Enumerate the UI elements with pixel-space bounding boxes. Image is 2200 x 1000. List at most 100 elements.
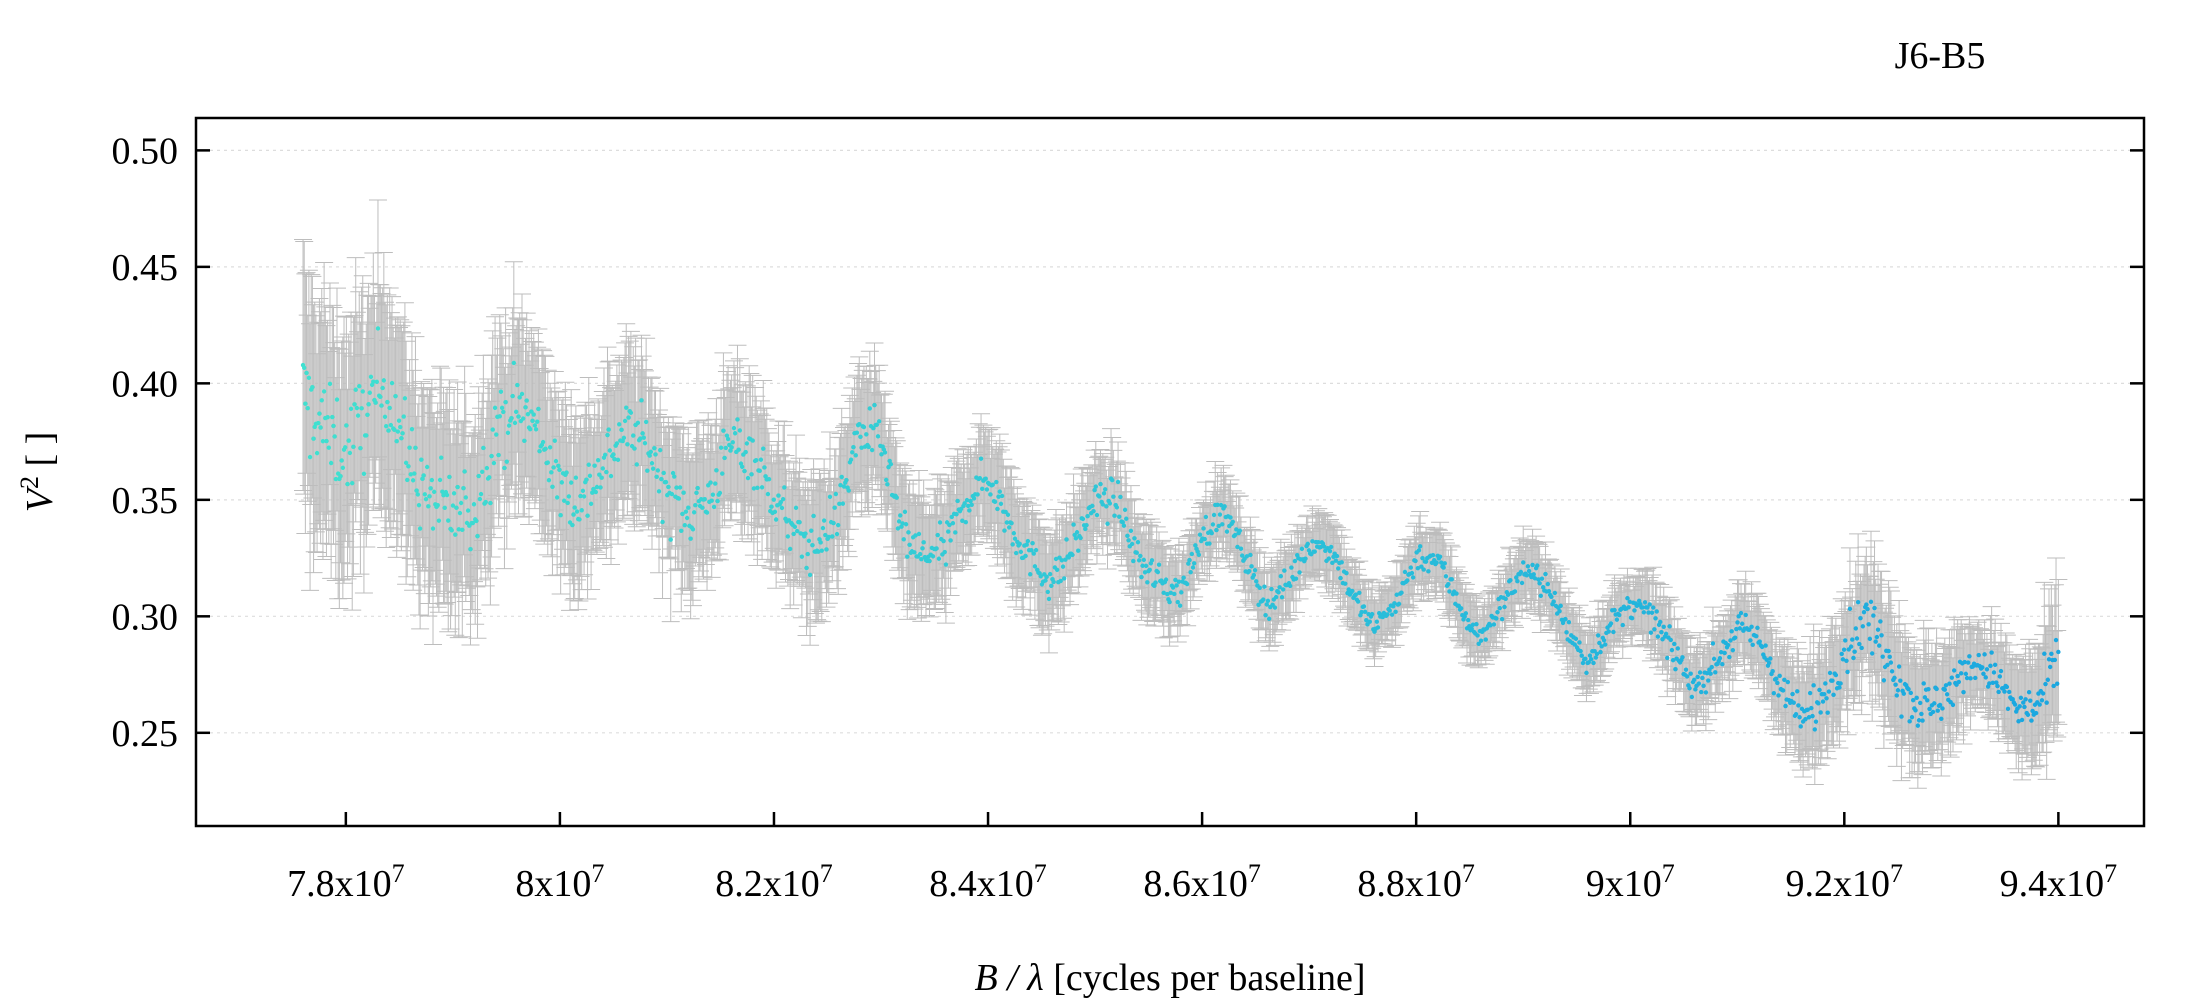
data-point bbox=[502, 465, 507, 471]
data-point bbox=[700, 505, 705, 510]
data-point bbox=[872, 402, 877, 408]
data-point bbox=[804, 565, 809, 571]
data-point bbox=[471, 502, 477, 507]
data-point bbox=[475, 533, 480, 539]
data-point bbox=[779, 505, 785, 511]
data-point bbox=[792, 524, 798, 530]
data-point bbox=[545, 460, 550, 465]
data-point bbox=[785, 534, 791, 539]
data-point bbox=[653, 452, 658, 457]
data-point bbox=[413, 445, 418, 451]
data-point bbox=[535, 419, 540, 424]
data-point bbox=[846, 488, 851, 493]
data-point bbox=[715, 498, 720, 504]
data-point bbox=[559, 480, 565, 485]
data-point bbox=[564, 470, 569, 475]
data-point bbox=[492, 405, 498, 411]
data-point bbox=[324, 438, 329, 444]
data-point bbox=[820, 525, 826, 531]
data-point bbox=[509, 415, 514, 421]
data-point bbox=[750, 438, 755, 443]
data-point bbox=[392, 427, 397, 433]
data-point bbox=[725, 436, 731, 442]
data-point bbox=[307, 454, 313, 460]
data-point bbox=[749, 472, 754, 477]
data-point bbox=[826, 534, 832, 540]
data-point bbox=[628, 410, 634, 415]
data-point bbox=[365, 412, 370, 418]
data-point bbox=[339, 458, 344, 463]
data-point bbox=[708, 480, 713, 485]
data-point bbox=[379, 403, 384, 408]
data-point bbox=[607, 448, 613, 453]
data-point bbox=[325, 415, 330, 420]
data-point bbox=[357, 384, 362, 389]
data-point bbox=[351, 444, 356, 450]
data-point bbox=[331, 423, 336, 429]
data-point bbox=[317, 411, 322, 416]
data-point bbox=[574, 509, 580, 514]
data-point bbox=[523, 405, 528, 410]
data-point bbox=[568, 480, 574, 485]
data-point bbox=[422, 492, 428, 497]
data-point bbox=[566, 494, 572, 499]
data-point bbox=[830, 534, 835, 539]
data-point bbox=[441, 493, 446, 498]
data-point bbox=[552, 438, 557, 443]
data-point bbox=[769, 504, 774, 509]
data-point bbox=[359, 406, 364, 411]
data-point bbox=[709, 498, 714, 503]
data-point bbox=[717, 490, 723, 496]
data-point bbox=[797, 520, 802, 525]
data-point bbox=[869, 447, 875, 453]
data-point bbox=[366, 402, 371, 407]
data-point bbox=[456, 527, 461, 532]
data-point bbox=[403, 460, 409, 465]
data-point bbox=[522, 438, 527, 443]
data-point bbox=[561, 498, 567, 503]
data-point bbox=[761, 446, 766, 451]
data-point bbox=[529, 409, 534, 414]
data-point bbox=[751, 486, 757, 491]
data-point bbox=[676, 496, 682, 501]
data-point bbox=[516, 414, 521, 419]
data-point bbox=[632, 446, 637, 451]
data-point bbox=[839, 474, 844, 480]
data-point bbox=[573, 475, 579, 480]
data-point bbox=[851, 445, 856, 450]
data-point bbox=[444, 492, 450, 498]
data-point bbox=[744, 441, 750, 446]
data-point bbox=[694, 490, 699, 496]
data-point bbox=[310, 384, 315, 390]
data-point bbox=[512, 420, 518, 426]
data-point bbox=[430, 526, 436, 531]
data-point bbox=[604, 469, 609, 475]
data-point bbox=[558, 512, 563, 518]
data-point bbox=[398, 424, 403, 430]
data-point bbox=[504, 459, 509, 464]
data-point bbox=[381, 378, 387, 383]
data-point bbox=[710, 492, 716, 497]
data-point bbox=[410, 478, 416, 483]
data-point bbox=[389, 380, 395, 386]
data-point bbox=[674, 485, 679, 490]
data-point bbox=[470, 520, 476, 526]
data-point bbox=[424, 464, 430, 470]
data-point bbox=[474, 518, 479, 524]
data-point bbox=[400, 431, 405, 436]
data-point bbox=[680, 511, 685, 517]
data-point bbox=[476, 473, 481, 479]
data-point bbox=[606, 427, 611, 432]
data-point bbox=[639, 398, 644, 403]
data-point bbox=[593, 489, 598, 495]
data-point bbox=[850, 450, 855, 455]
data-point bbox=[382, 414, 388, 419]
data-point bbox=[614, 441, 620, 446]
data-point bbox=[659, 476, 664, 482]
data-point bbox=[340, 465, 346, 470]
data-point bbox=[488, 500, 493, 506]
data-point bbox=[640, 431, 645, 436]
data-point bbox=[578, 493, 583, 499]
data-point bbox=[645, 468, 650, 473]
